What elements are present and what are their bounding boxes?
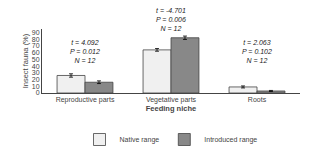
svg-text:20: 20 xyxy=(32,76,40,83)
svg-text:90: 90 xyxy=(32,29,40,36)
svg-text:Insect fauna (%): Insect fauna (%) xyxy=(21,33,30,88)
svg-text:30: 30 xyxy=(32,69,40,76)
svg-text:80: 80 xyxy=(32,36,40,43)
svg-text:60: 60 xyxy=(32,49,40,56)
svg-text:t = 4.092P = 0.012N = 12: t = 4.092P = 0.012N = 12 xyxy=(70,39,100,64)
svg-text:Vegetative parts: Vegetative parts xyxy=(146,96,197,104)
svg-text:40: 40 xyxy=(32,63,40,70)
svg-text:50: 50 xyxy=(32,56,40,63)
svg-text:t = 2.063P = 0.102N = 12: t = 2.063P = 0.102N = 12 xyxy=(242,39,272,64)
svg-text:70: 70 xyxy=(32,42,40,49)
svg-text:0: 0 xyxy=(36,89,40,96)
svg-text:Reproductive parts: Reproductive parts xyxy=(56,96,115,104)
svg-text:Introduced range: Introduced range xyxy=(204,136,257,144)
svg-text:t = -4.701P = 0.006N = 12: t = -4.701P = 0.006N = 12 xyxy=(156,7,186,32)
svg-text:Roots: Roots xyxy=(248,96,267,103)
svg-text:Feeding niche: Feeding niche xyxy=(146,104,196,113)
svg-text:Native range: Native range xyxy=(120,136,160,144)
svg-text:10: 10 xyxy=(32,83,40,90)
